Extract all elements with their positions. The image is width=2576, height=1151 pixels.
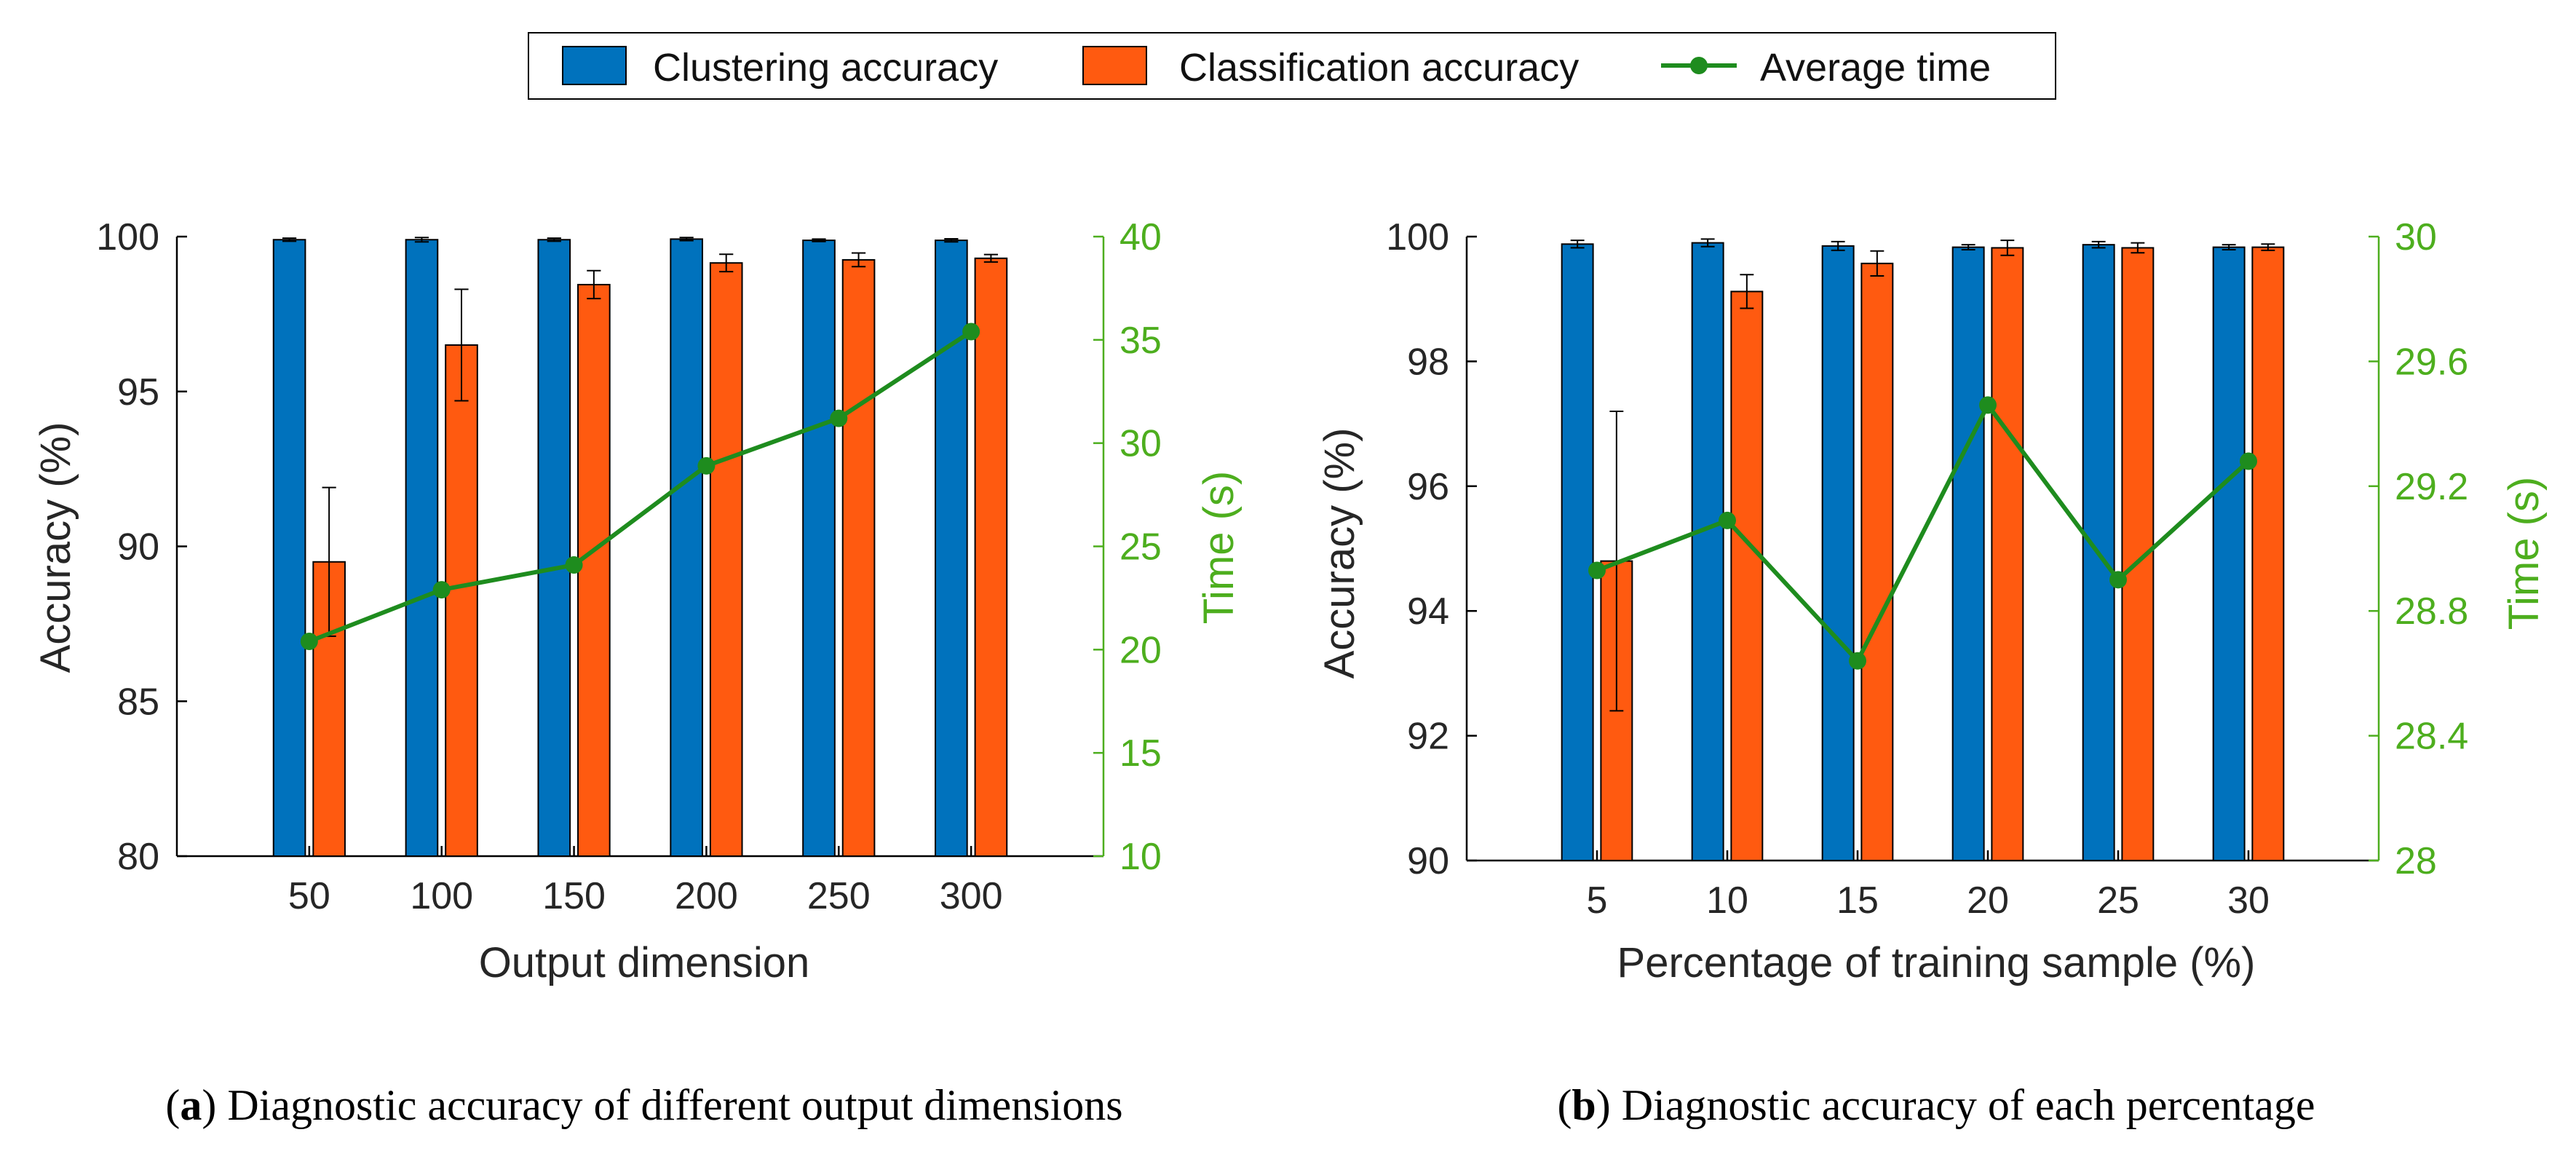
panel-b-ylabel-right: Time (s): [2500, 477, 2548, 630]
panel-b-ylabel: Accuracy (%): [1316, 428, 1363, 679]
legend-swatch-clustering: [562, 46, 627, 85]
time-point: [2109, 571, 2127, 589]
panel-a-plot: 80 85 90 95 100 10 15 20 25 30 35 40 50 100 150 200 250 3…: [96, 216, 1162, 917]
legend-label-classification: Classification accuracy: [1179, 46, 1579, 90]
bar-clustering: [1561, 243, 1594, 861]
y-tick-label-right: 10: [1119, 836, 1162, 878]
time-point: [697, 456, 716, 475]
time-point: [300, 632, 318, 650]
x-tick-label: 5: [1587, 879, 1608, 922]
y-tick-label-right: 40: [1119, 216, 1162, 258]
y-tick-label-left: 85: [117, 681, 159, 723]
bar-classification: [841, 258, 876, 858]
panel-a-xlabel: Output dimension: [479, 939, 810, 986]
panel-b-xlabel: Percentage of training sample (%): [1617, 939, 2256, 986]
legend-label-clustering: Clustering accuracy: [653, 46, 998, 90]
x-tick-label: 150: [542, 875, 606, 917]
bar-classification: [1730, 290, 1764, 861]
panel-b-caption-label: b: [1572, 1081, 1596, 1129]
y-tick-label-left: 90: [117, 526, 159, 569]
bar-clustering: [1821, 245, 1855, 862]
bar-classification: [445, 344, 478, 857]
y-tick-label-right: 28.4: [2395, 716, 2468, 758]
panel-a-ylabel-right: Time (s): [1195, 471, 1243, 624]
y-tick-label-left: 95: [117, 371, 159, 414]
y-tick-label-right: 29.2: [2395, 466, 2468, 508]
x-tick-label: 200: [675, 875, 738, 917]
time-line: [308, 329, 972, 644]
legend-label-time: Average time: [1760, 46, 1991, 90]
x-tick-label: 10: [1706, 879, 1748, 922]
bar-classification: [1991, 247, 2024, 861]
y-tick-label-right: 28.8: [2395, 590, 2468, 633]
y-tick-label-right: 25: [1119, 526, 1162, 569]
bar-clustering: [670, 238, 703, 857]
x-tick-label: 25: [2097, 879, 2139, 922]
x-tick-label: 250: [807, 875, 871, 917]
panel-a: 80 85 90 95 100 10 15 20 25 30 35 40 50 100 150 200 250 3…: [32, 216, 1243, 1129]
panel-b-caption-text: Diagnostic accuracy of each percentage: [1622, 1081, 2315, 1129]
time-point: [565, 556, 583, 574]
bar-clustering: [272, 239, 306, 857]
time-point: [1719, 511, 1736, 529]
time-point: [1979, 396, 1997, 414]
bar-clustering: [935, 240, 968, 857]
y-tick-label-right: 20: [1119, 629, 1162, 671]
bar-classification: [2251, 246, 2285, 862]
panel-b: 90 92 94 96 98 100 28 28.4 28.8 29.2 29.6 30 5 10 15 20…: [1316, 216, 2548, 1129]
bar-clustering: [1951, 246, 1985, 862]
x-tick-label: 30: [2227, 879, 2270, 922]
legend-box: [528, 32, 2056, 100]
y-tick-label-right: 35: [1119, 320, 1162, 362]
y-tick-label-left: 94: [1407, 590, 1449, 633]
y-tick-label-left: 100: [1386, 216, 1449, 258]
panel-a-caption: (a) Diagnostic accuracy of different out…: [165, 1081, 1122, 1129]
bar-clustering: [405, 239, 439, 857]
x-tick-label: 300: [940, 875, 1003, 917]
panel-a-ylabel: Accuracy (%): [32, 422, 79, 673]
y-tick-label-left: 92: [1407, 716, 1449, 758]
bar-clustering: [1691, 242, 1724, 861]
bar-clustering: [802, 240, 836, 857]
y-tick-label-right: 30: [2395, 216, 2437, 258]
bar-classification: [709, 262, 743, 858]
bar-classification: [1860, 262, 1894, 861]
y-tick-label-right: 30: [1119, 423, 1162, 465]
time-point: [1588, 561, 1606, 580]
y-tick-label-left: 90: [1407, 840, 1449, 882]
y-tick-label-left: 80: [117, 836, 159, 878]
bar-classification: [577, 283, 611, 857]
y-tick-label-right: 15: [1119, 732, 1162, 775]
panel-b-plot: 90 92 94 96 98 100 28 28.4 28.8 29.2 29.6 30 5 10 15 20…: [1386, 216, 2468, 922]
time-point: [1849, 652, 1866, 670]
legend-marker-time: [1690, 57, 1708, 74]
y-tick-label-left: 98: [1407, 341, 1449, 383]
panel-b-caption: (b) Diagnostic accuracy of each percenta…: [1557, 1081, 2315, 1129]
panel-a-caption-text: Diagnostic accuracy of different output …: [227, 1081, 1122, 1129]
x-tick-label: 20: [1967, 879, 2009, 922]
time-point: [962, 323, 980, 341]
panel-a-caption-label: a: [180, 1081, 202, 1129]
y-tick-label-right: 28: [2395, 840, 2437, 882]
bar-clustering: [2212, 246, 2246, 862]
x-tick-label: 15: [1836, 879, 1879, 922]
time-line: [1596, 403, 2251, 663]
legend: Clustering accuracy Classification accur…: [528, 32, 2056, 100]
time-point: [2240, 452, 2257, 470]
bar-classification: [974, 257, 1008, 858]
x-tick-label: 100: [410, 875, 473, 917]
legend-swatch-classification: [1082, 46, 1147, 85]
y-tick-label-left: 96: [1407, 466, 1449, 508]
time-point: [432, 581, 451, 599]
x-tick-label: 50: [288, 875, 330, 917]
y-tick-label-left: 100: [96, 216, 159, 258]
time-point: [830, 409, 848, 427]
y-tick-label-right: 29.6: [2395, 341, 2468, 383]
bar-clustering: [537, 239, 571, 857]
